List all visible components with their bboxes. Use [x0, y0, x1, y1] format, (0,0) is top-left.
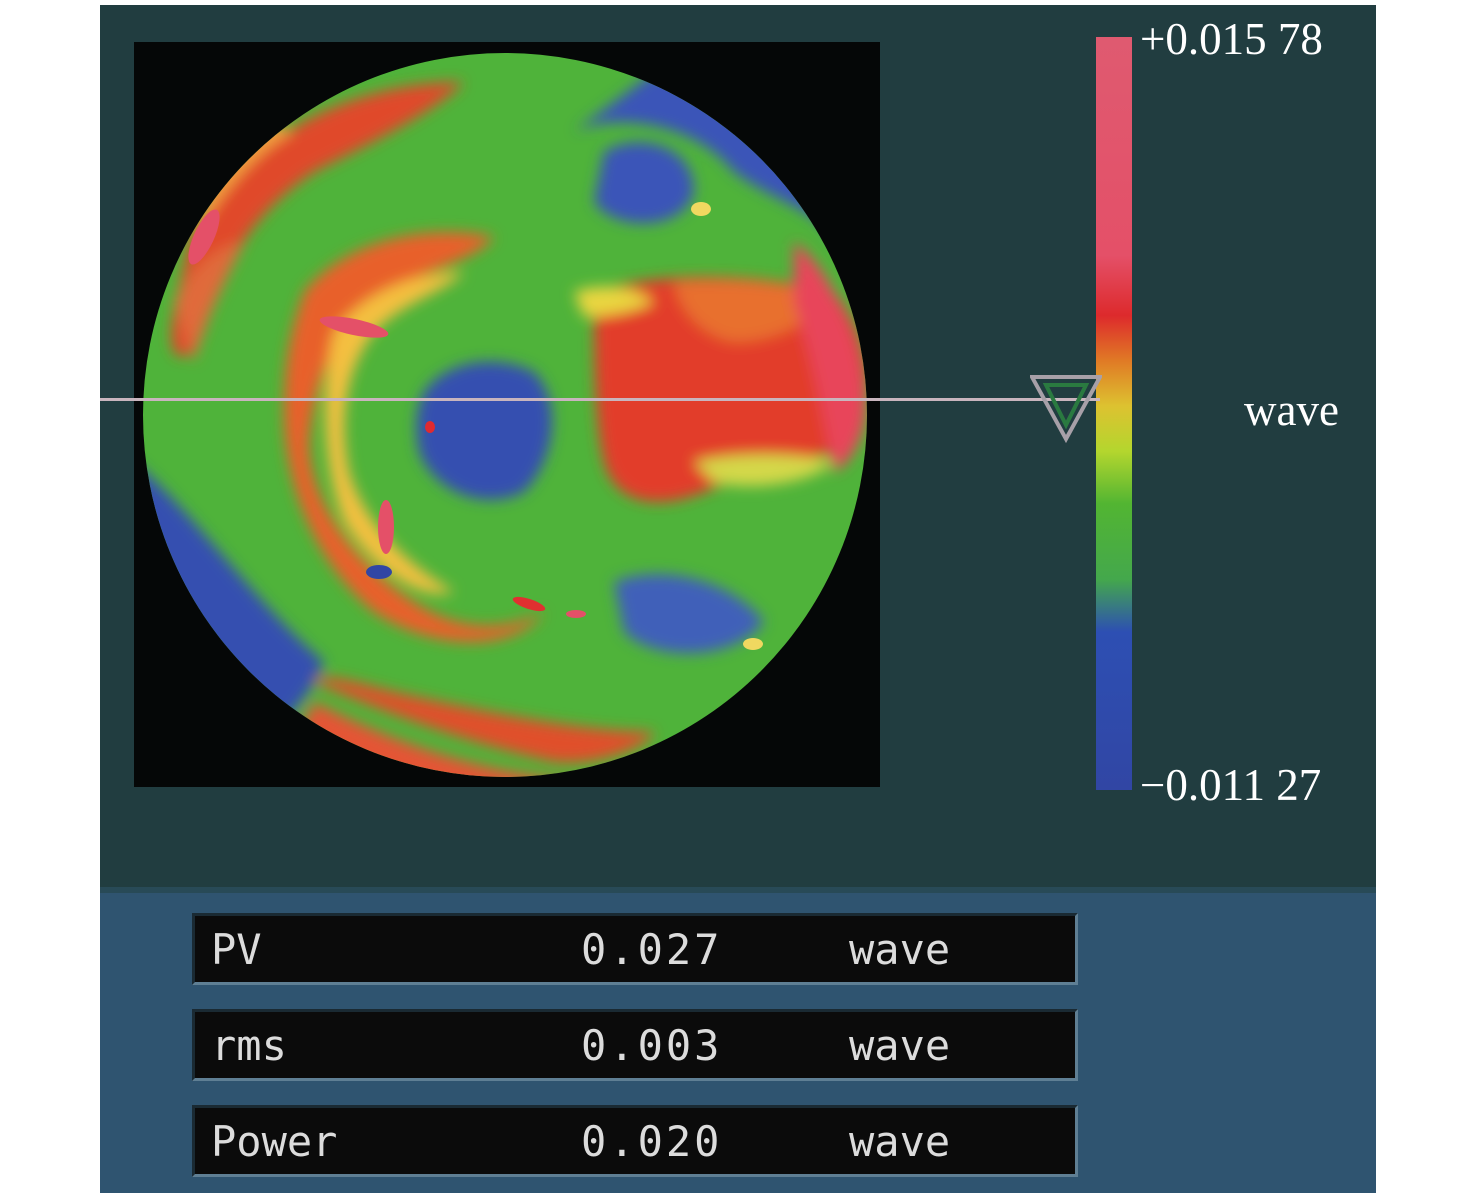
stat-name: Power — [211, 1117, 338, 1166]
stat-name: PV — [211, 925, 262, 974]
scale-min-label: −0.011 27 — [1140, 760, 1322, 810]
stat-unit: wave — [849, 1021, 951, 1070]
profile-cursor-line[interactable] — [100, 398, 1100, 401]
scale-unit-label: wave — [1244, 385, 1339, 435]
map-panel: +0.015 78 wave −0.011 27 — [100, 5, 1376, 887]
stat-value: 0.027 — [581, 925, 723, 974]
statistics-panel: PV 0.027 wave rms 0.003 wave Power 0.020… — [100, 893, 1376, 1193]
color-scale-bar — [1096, 37, 1132, 790]
panel-divider — [100, 887, 1376, 893]
wavefront-map[interactable] — [134, 42, 880, 787]
stat-row-power: Power 0.020 wave — [192, 1105, 1078, 1177]
stat-unit: wave — [849, 925, 951, 974]
wavefront-map-image — [143, 53, 867, 777]
stat-name: rms — [211, 1021, 287, 1070]
triangle-marker-icon[interactable] — [1030, 375, 1102, 443]
stat-row-pv: PV 0.027 wave — [192, 913, 1078, 985]
stat-unit: wave — [849, 1117, 951, 1166]
scale-max-label: +0.015 78 — [1140, 14, 1323, 64]
stat-value: 0.003 — [581, 1021, 723, 1070]
stat-row-rms: rms 0.003 wave — [192, 1009, 1078, 1081]
interferometer-window: +0.015 78 wave −0.011 27 PV 0.027 wave r… — [100, 5, 1376, 1193]
stat-value: 0.020 — [581, 1117, 723, 1166]
